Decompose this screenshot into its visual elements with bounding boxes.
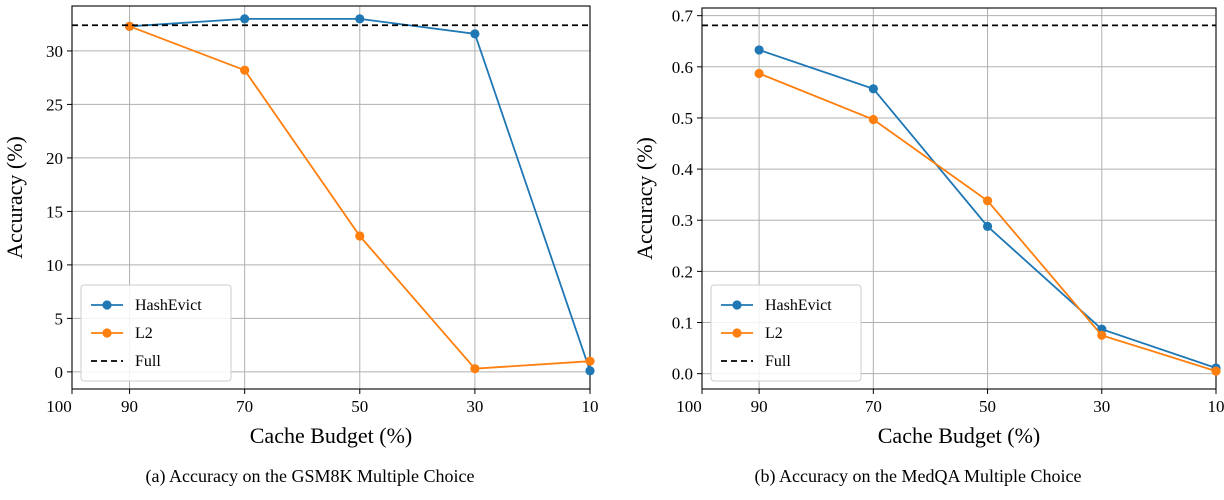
x-tick-label: 10	[582, 397, 599, 416]
l2-point	[124, 21, 135, 31]
y-tick-label: 0.7	[672, 7, 694, 26]
l2-point	[585, 356, 595, 366]
y-tick-label: 0.0	[672, 365, 693, 384]
y-tick-label: 25	[46, 95, 63, 114]
l2-point	[1097, 330, 1107, 340]
legend-box	[80, 284, 232, 382]
hashevict-point	[754, 45, 764, 55]
x-tick-label: 50	[979, 397, 996, 416]
l2-point	[982, 196, 993, 206]
y-axis-label: Accuracy (%)	[632, 137, 657, 260]
y-tick-label: 0	[55, 363, 64, 382]
y-tick-label: 0.2	[672, 262, 693, 281]
y-tick-label: 20	[46, 149, 63, 168]
x-tick-label: 100	[676, 397, 702, 416]
hashevict-point	[585, 366, 595, 376]
y-tick-label: 30	[46, 42, 63, 61]
legend-l2-label: L2	[765, 325, 783, 342]
legend-hashevict-swatch-marker	[732, 300, 742, 310]
legend-box	[710, 284, 862, 382]
hashevict-point	[868, 84, 878, 94]
y-tick-label: 0.1	[672, 314, 693, 333]
legend-l2-swatch-marker	[102, 328, 112, 338]
legend-hashevict-swatch-marker	[102, 300, 112, 310]
caption-b: (b) Accuracy on the MedQA Multiple Choic…	[754, 466, 1082, 486]
x-tick-label: 100	[46, 397, 72, 416]
y-tick-label: 0.4	[672, 160, 694, 179]
x-tick-label: 10	[1208, 397, 1224, 416]
l2-point	[470, 364, 480, 374]
legend-l2-label: L2	[135, 325, 153, 342]
plot-frame	[71, 5, 591, 390]
legend: HashEvict L2 Full	[710, 284, 862, 382]
chart-2: 100 90 70 50 30 10 0.0 0.1 0.2 0.3 0.4 0.5 0.6 0.7 Cac…	[632, 7, 1224, 448]
hashevict-point	[355, 14, 365, 24]
l2-point	[240, 65, 250, 75]
plot-frame	[701, 7, 1217, 390]
legend: HashEvict L2 Full	[80, 284, 232, 382]
legend-hashevict-label: HashEvict	[135, 297, 202, 314]
hashevict-point	[240, 14, 250, 24]
x-tick-label: 70	[236, 397, 253, 416]
x-tick-label: 90	[121, 397, 138, 416]
x-axis-label: Cache Budget (%)	[250, 423, 413, 448]
legend-hashevict-label: HashEvict	[765, 297, 832, 314]
l2-point	[754, 68, 764, 79]
y-axis-label: Accuracy (%)	[2, 136, 27, 259]
caption-a: (a) Accuracy on the GSM8K Multiple Choic…	[145, 466, 475, 486]
x-axis-label: Cache Budget (%)	[878, 423, 1041, 448]
legend-full-label: Full	[765, 353, 791, 370]
x-tick-label: 90	[751, 397, 768, 416]
hashevict-point	[982, 221, 993, 231]
y-tick-label: 10	[46, 256, 63, 275]
legend-l2-swatch-marker	[732, 328, 742, 338]
y-tick-label: 0.3	[672, 211, 693, 230]
x-tick-label: 30	[1093, 397, 1110, 416]
y-tick-label: 15	[46, 202, 63, 221]
y-tick-label: 0.5	[672, 109, 693, 128]
x-tick-label: 70	[865, 397, 882, 416]
l2-point	[355, 231, 365, 241]
x-tick-label: 50	[351, 397, 368, 416]
legend-full-label: Full	[135, 353, 161, 370]
y-tick-label: 5	[55, 309, 64, 328]
l2-point	[1211, 366, 1221, 376]
y-tick-label: 0.6	[672, 58, 693, 77]
l2-point	[868, 114, 878, 125]
x-tick-label: 30	[466, 397, 483, 416]
hashevict-point	[470, 29, 480, 39]
